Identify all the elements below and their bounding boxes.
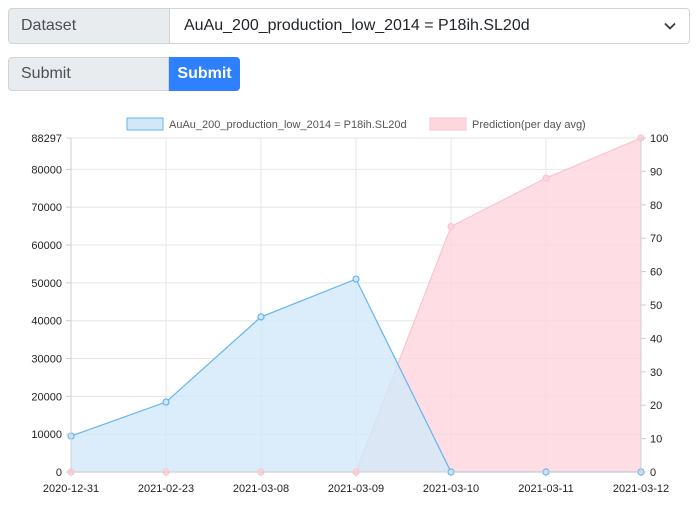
data-point-s1 [447,222,455,231]
x-tick-label: 2021-03-12 [613,483,669,495]
y-right-tick-label: 100 [650,133,668,145]
series-area-1 [71,138,641,472]
chart: 0 10000 20000 30000 40000 50000 60000 70000 8000… [31,117,669,495]
chevron-down-icon [664,22,676,30]
x-tick-label: 2021-03-09 [328,483,384,495]
data-point-s0 [162,398,170,406]
x-tick-label: 2021-02-23 [138,483,194,495]
y-left-tick-label: 10000 [31,429,62,441]
y-left-tick-label: 88297 [31,133,62,145]
data-point-s1 [542,174,550,182]
series-area-0 [71,279,641,472]
legend-swatch-1 [429,117,467,131]
y-right-tick-label: 0 [650,467,656,479]
chart-axes: 0 10000 20000 30000 40000 50000 60000 70000 8000… [31,133,669,495]
y-right-tick-label: 90 [650,166,662,178]
y-left-tick-label: 50000 [31,278,62,290]
y-right-tick-label: 50 [650,300,662,312]
y-right-tick-label: 80 [650,200,662,212]
dataset-select[interactable]: AuAu_200_production_low_2014 = P18ih.SL2… [170,8,690,44]
y-left-tick-label: 80000 [31,164,62,176]
data-point-s0 [352,275,360,283]
legend-label-0: AuAu_200_production_low_2014 = P18ih.SL2… [169,119,407,131]
x-tick-label: 2020-12-31 [43,483,99,495]
x-tick-label: 2021-03-10 [423,483,479,495]
chart-legend: AuAu_200_production_low_2014 = P18ih.SL2… [126,117,586,131]
y-left-tick-label: 70000 [31,202,62,214]
dataset-label: Dataset [8,8,170,44]
y-left-tick-label: 40000 [31,316,62,328]
submit-button[interactable]: Submit [169,57,240,91]
y-left-tick-label: 60000 [31,240,62,252]
y-left-tick-label: 0 [56,467,62,479]
y-left-tick-label: 30000 [31,354,62,366]
y-right-tick-label: 20 [650,400,662,412]
x-tick-label: 2021-03-11 [518,483,573,495]
y-left-tick-label: 20000 [31,391,62,403]
dataset-row: Dataset AuAu_200_production_low_2014 = P… [8,8,690,44]
legend-swatch-0 [126,117,164,131]
legend-label-1: Prediction(per day avg) [472,119,586,131]
submit-label: Submit [8,57,169,91]
x-tick-label: 2021-03-08 [233,483,289,495]
y-right-tick-label: 10 [650,434,662,446]
y-right-tick-label: 60 [650,267,662,279]
y-right-tick-label: 40 [650,333,662,345]
y-right-tick-label: 30 [650,367,662,379]
dataset-select-value: AuAu_200_production_low_2014 = P18ih.SL2… [184,17,530,34]
data-point-s0 [257,313,265,321]
y-right-tick-label: 70 [650,233,662,245]
submit-row: Submit Submit [8,57,240,91]
